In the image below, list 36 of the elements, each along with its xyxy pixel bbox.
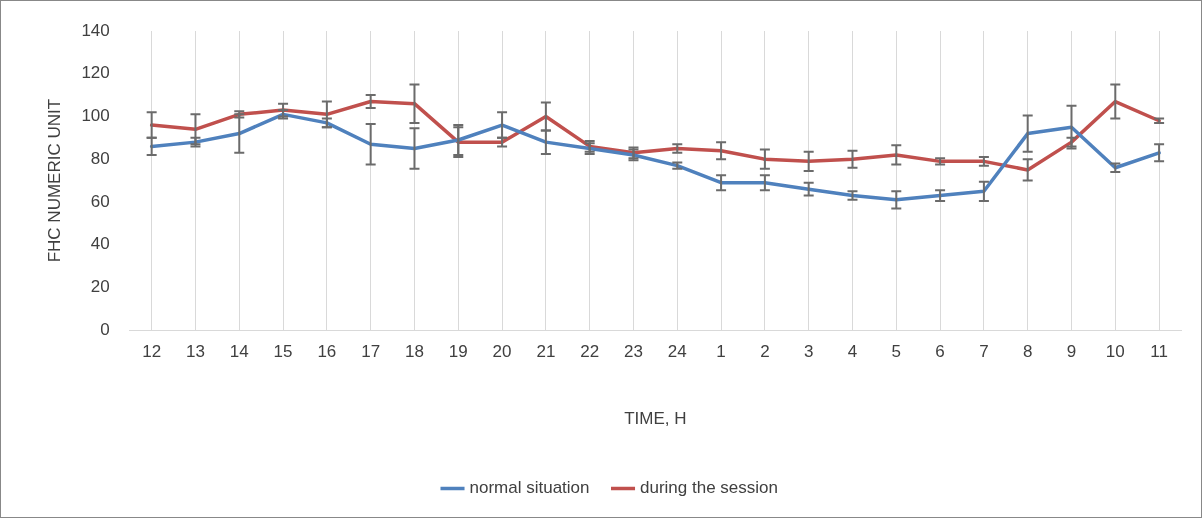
x-tick-label: 24 <box>667 342 687 362</box>
y-tick-label: 0 <box>100 319 110 339</box>
y-tick-label: 40 <box>90 234 110 254</box>
x-tick-label: 11 <box>1150 342 1168 362</box>
y-tick-label: 140 <box>81 20 110 40</box>
y-tick-label: 120 <box>81 63 110 83</box>
legend-label: during the session <box>640 478 778 498</box>
y-axis-title: FHC NUMERIC UNIT <box>44 98 64 263</box>
x-tick-label: 20 <box>492 342 512 362</box>
x-tick-label: 9 <box>1066 342 1077 362</box>
x-tick-label: 6 <box>935 342 945 362</box>
x-tick-label: 22 <box>580 342 600 362</box>
x-tick-label: 12 <box>142 342 162 362</box>
y-tick-label: 100 <box>81 106 110 126</box>
x-tick-label: 7 <box>979 342 989 362</box>
x-tick-label: 5 <box>891 342 902 362</box>
y-tick-label: 20 <box>90 277 110 297</box>
legend-label: normal situation <box>469 478 590 498</box>
x-tick-label: 10 <box>1105 342 1125 362</box>
x-tick-label: 23 <box>624 342 643 362</box>
x-tick-label: 3 <box>803 342 814 362</box>
x-tick-label: 4 <box>847 342 858 362</box>
x-tick-label: 8 <box>1022 342 1033 362</box>
x-tick-label: 18 <box>405 342 424 362</box>
x-tick-label: 1 <box>716 342 726 362</box>
x-tick-label: 14 <box>229 342 249 362</box>
x-axis-title: TIME, H <box>624 409 687 429</box>
x-tick-label: 19 <box>448 342 468 362</box>
x-tick-label: 2 <box>760 342 770 362</box>
y-tick-label: 80 <box>90 148 110 168</box>
x-tick-label: 15 <box>273 342 293 362</box>
x-tick-label: 16 <box>317 342 337 362</box>
x-tick-label: 13 <box>186 342 205 362</box>
y-tick-label: 60 <box>90 191 110 211</box>
x-tick-label: 21 <box>536 342 556 362</box>
x-tick-label: 17 <box>361 342 381 362</box>
